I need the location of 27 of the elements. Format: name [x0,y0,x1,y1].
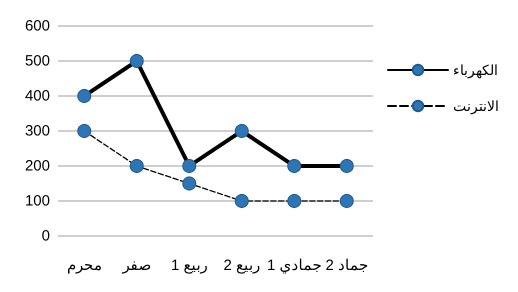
y-tick-label: 500 [24,52,50,70]
point [234,194,249,208]
x-tick-label: جماد 2 [325,257,368,274]
x-tick-label: جمادي 1 [266,257,322,274]
point [287,194,302,208]
point [287,159,302,173]
x-tick-label: صفر [121,257,152,274]
x-tick-label: محرم [66,257,102,274]
y-tick-label: 100 [24,192,50,210]
point [234,124,249,138]
point [340,194,354,208]
y-tick-label: 0 [42,228,50,244]
legend-label: الكهرباء [453,62,498,79]
legend-label: الانترنت [453,98,499,115]
point [77,89,92,103]
point [130,54,144,68]
point [182,159,196,173]
x-tick-label: ربيع 2 [223,257,260,274]
point [77,124,92,138]
point [340,159,354,173]
y-tick-label: 400 [24,88,50,104]
y-tick-label: 600 [24,18,50,34]
point [182,176,196,190]
y-tick-label: 300 [24,122,50,140]
x-tick-label: ربيع 1 [170,257,208,274]
y-tick-label: 200 [24,158,50,174]
point [130,159,144,173]
